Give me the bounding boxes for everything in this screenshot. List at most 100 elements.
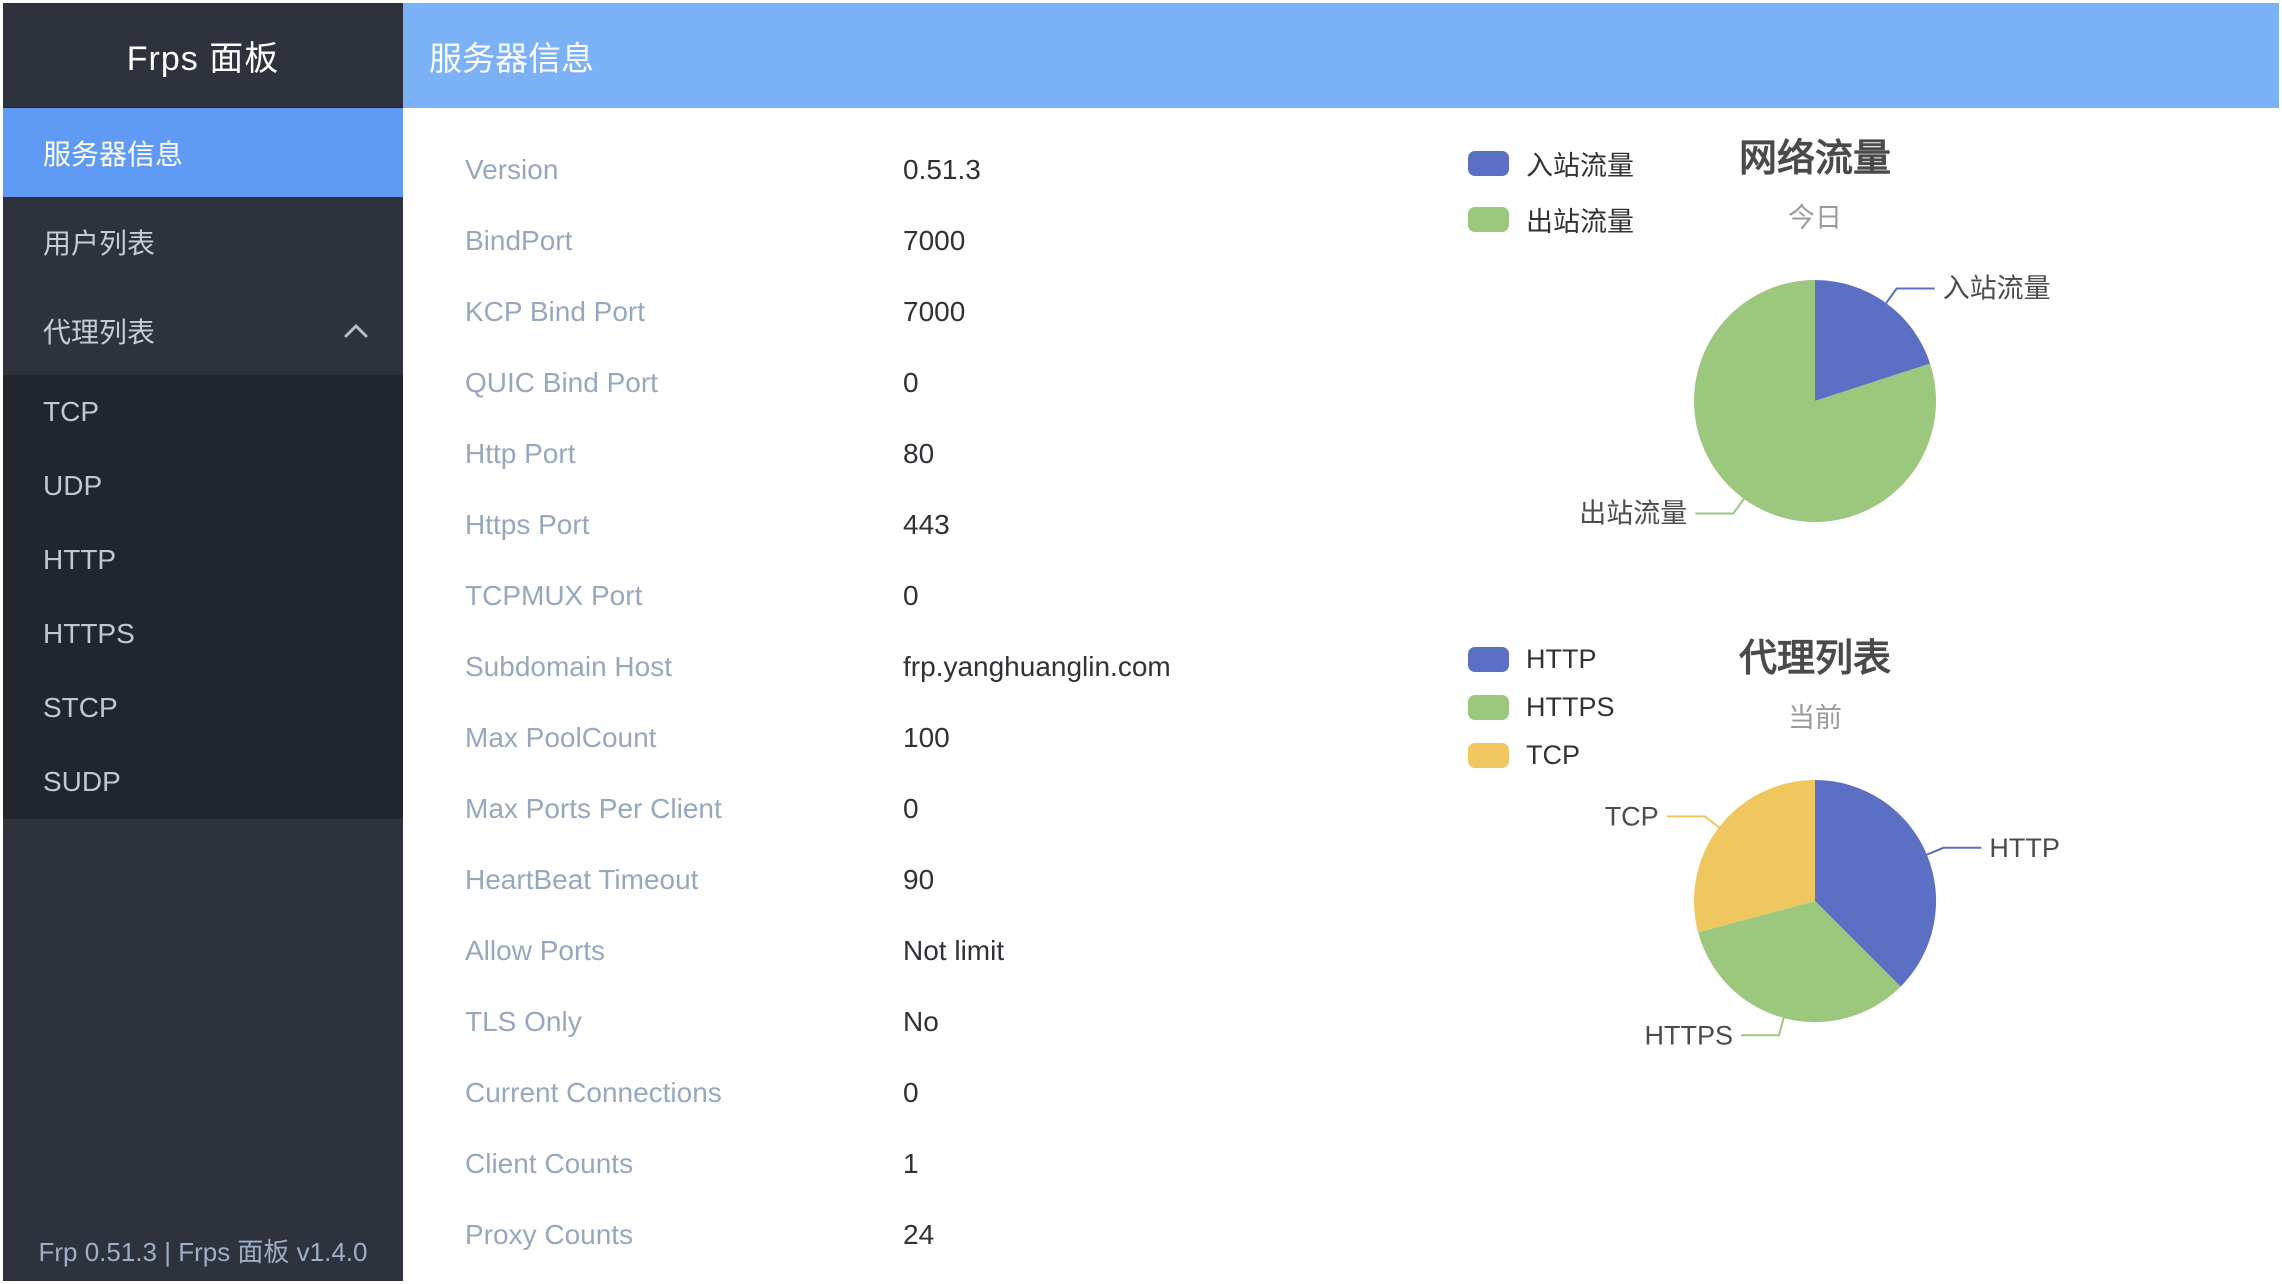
pie-label-line [1926,846,1982,856]
sidebar-menu: 服务器信息用户列表代理列表 TCP UDP HTTP HTTPS STCP SUDP [3,108,403,819]
info-value: frp.yanghuanglin.com [903,650,1171,682]
page-header: 服务器信息 [403,3,2279,108]
info-row: Version 0.51.3 [465,134,1171,205]
info-value: 0 [903,792,919,824]
info-label: QUIC Bind Port [465,366,658,398]
pie-slice-1[interactable] [1698,901,1901,1023]
main-area: 服务器信息 Version 0.51.3 BindPort 7000 KCP Bind … [403,3,2279,1281]
info-row: BindPort 7000 [465,205,1171,276]
sidebar-item-0[interactable]: 服务器信息 [3,108,403,197]
sidebar-footer: Frp 0.51.3 | Frps 面板 v1.4.0 [38,1237,368,1267]
info-value: 100 [903,721,950,753]
info-label: Subdomain Host [465,650,673,682]
network-traffic-chart: 网络流量 今日 入站流量 出站流量 入站流量 出站流量 [1458,136,2172,658]
pie-label-line [1885,287,1935,304]
pie-label: HTTP [1989,833,2059,863]
proxy-list-chart: 代理列表 当前 HTTP HTTPS TCP HTTP HTTPS TCP [1458,636,2172,1158]
sidebar-item-label: 用户列表 [43,227,156,259]
pie-slice-1[interactable] [1694,280,1937,522]
info-label: HeartBeat Timeout [465,863,699,895]
info-label: KCP Bind Port [465,295,646,327]
info-label: TLS Only [465,1005,582,1037]
info-label: Client Counts [465,1147,634,1179]
pie-slice-2[interactable] [1693,780,1815,933]
info-row: Https Port 443 [465,489,1171,560]
legend-swatch [1468,207,1509,232]
chart-legend: HTTP HTTPS TCP [1468,644,1615,788]
sidebar-subitem-sudp[interactable]: SUDP [43,766,121,797]
info-value: 90 [903,863,935,895]
chevron-up-icon[interactable] [343,323,369,339]
info-row: Current Connections 0 [465,1057,1171,1128]
info-label: Max PoolCount [465,721,657,753]
pie-label: TCP [1605,801,1659,831]
info-label: BindPort [465,224,573,256]
sidebar-subitem-stcp[interactable]: STCP [43,692,118,723]
info-value: 24 [903,1218,935,1250]
info-label: Current Connections [465,1076,722,1108]
info-row: Subdomain Host frp.yanghuanglin.com [465,631,1171,702]
info-value: No [903,1005,939,1037]
pie-label: 出站流量 [1579,499,1687,529]
server-info-list: Version 0.51.3 BindPort 7000 KCP Bind Port 70… [465,134,1171,1270]
info-label: Http Port [465,437,576,469]
legend-label: TCP [1526,740,1580,770]
info-label: Version [465,153,559,185]
info-row: QUIC Bind Port 0 [465,347,1171,418]
sidebar-subitem-udp[interactable]: UDP [43,470,103,501]
info-label: TCPMUX Port [465,579,643,611]
pie-label: HTTPS [1644,1020,1733,1050]
legend-label: 入站流量 [1526,151,1634,181]
sidebar-item-2[interactable]: 代理列表 [3,286,403,375]
legend-swatch [1468,151,1509,176]
info-value: 7000 [903,224,966,256]
sidebar-submenu: TCP UDP HTTP HTTPS STCP SUDP [3,375,403,819]
info-row: Http Port 80 [465,418,1171,489]
legend-item-0[interactable]: HTTP [1468,644,1615,675]
pie-label: 入站流量 [1943,274,2051,304]
sidebar-item-label: 代理列表 [43,316,156,348]
sidebar: Frps 面板 服务器信息用户列表代理列表 TCP UDP HTTP HTTPS STCP… [3,3,403,1281]
sidebar-item-label: 服务器信息 [43,138,184,170]
info-value: 0 [903,366,919,398]
legend-item-2[interactable]: TCP [1468,740,1615,771]
legend-label: HTTPS [1526,692,1615,722]
pie-label-line [1695,498,1745,515]
pie-slice-0[interactable] [1815,780,1937,987]
info-value: 0 [903,1076,919,1108]
info-row: TLS Only No [465,986,1171,1057]
sidebar-subitem-http[interactable]: HTTP [43,544,117,575]
info-label: Proxy Counts [465,1218,634,1250]
app-title: Frps 面板 [3,3,403,108]
legend-swatch [1468,743,1509,768]
info-label: Https Port [465,508,590,540]
sidebar-subitem-tcp[interactable]: TCP [43,396,99,427]
info-value: 0 [903,579,919,611]
chart-legend: 入站流量 出站流量 [1468,144,1634,256]
info-row: TCPMUX Port 0 [465,560,1171,631]
content-area: Version 0.51.3 BindPort 7000 KCP Bind Port 70… [403,108,2279,1281]
sidebar-item-1[interactable]: 用户列表 [3,197,403,286]
info-row: Proxy Counts 24 [465,1199,1171,1270]
pie-label-line [1741,1017,1785,1037]
info-row: KCP Bind Port 7000 [465,276,1171,347]
legend-swatch [1468,695,1509,720]
info-row: HeartBeat Timeout 90 [465,844,1171,915]
legend-item-1[interactable]: 出站流量 [1468,200,1634,239]
info-label: Max Ports Per Client [465,792,722,824]
legend-label: HTTP [1526,644,1597,674]
page-title: 服务器信息 [429,39,594,77]
legend-item-1[interactable]: HTTPS [1468,692,1615,723]
info-value: 80 [903,437,935,469]
info-value: 7000 [903,295,966,327]
info-row: Allow Ports Not limit [465,915,1171,986]
info-value: 443 [903,508,950,540]
pie-slice-0[interactable] [1815,280,1931,401]
info-value: 1 [903,1147,919,1179]
legend-label: 出站流量 [1526,207,1634,237]
sidebar-subitem-https[interactable]: HTTPS [43,618,135,649]
info-row: Max PoolCount 100 [465,702,1171,773]
info-row: Max Ports Per Client 0 [465,773,1171,844]
legend-item-0[interactable]: 入站流量 [1468,144,1634,183]
info-value: 0.51.3 [903,153,981,185]
